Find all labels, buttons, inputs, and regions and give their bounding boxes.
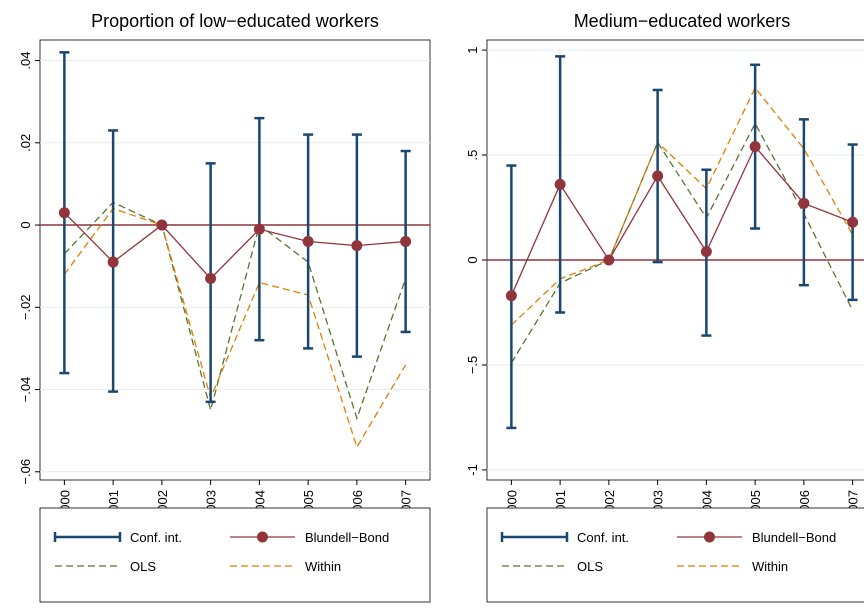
y-tick-label: 0 (465, 256, 480, 263)
chart-title: Medium−educated workers (574, 11, 791, 31)
y-tick-label: −.5 (465, 356, 480, 374)
plot-area (39, 39, 431, 481)
legend-box (486, 507, 864, 603)
series-line (510, 122, 854, 364)
chart-title: Proportion of low−educated workers (91, 11, 379, 31)
data-point (847, 216, 859, 228)
data-point (505, 290, 517, 302)
legend-label: Within (752, 559, 788, 574)
data-point (58, 207, 70, 219)
legend-key (704, 531, 715, 543)
legend-box (39, 507, 431, 603)
y-tick-label: .02 (18, 134, 33, 152)
data-point (253, 223, 265, 235)
data-point (351, 240, 363, 252)
data-point (156, 219, 168, 231)
data-point (302, 235, 314, 247)
series-line (63, 201, 407, 421)
legend-label: Within (305, 559, 341, 574)
data-point (700, 246, 712, 258)
data-point (652, 170, 664, 182)
data-point (205, 273, 217, 285)
data-point (749, 141, 761, 153)
series-line (510, 86, 854, 326)
data-point (554, 178, 566, 190)
y-tick-label: −.02 (18, 294, 33, 320)
y-tick-label: 0 (18, 221, 33, 228)
legend-label: Blundell−Bond (752, 530, 836, 545)
y-tick-label: .5 (465, 150, 480, 161)
data-point (107, 256, 119, 268)
y-tick-label: −.04 (18, 377, 33, 403)
legend-label: Conf. int. (577, 530, 629, 545)
legend-key (257, 531, 268, 543)
data-point (400, 235, 412, 247)
series-line (63, 207, 407, 449)
data-point (603, 254, 615, 266)
y-tick-label: -1 (465, 464, 480, 476)
y-tick-label: 1 (465, 46, 480, 53)
legend-label: OLS (577, 559, 603, 574)
legend-label: OLS (130, 559, 156, 574)
legend-label: Blundell−Bond (305, 530, 389, 545)
legend-label: Conf. int. (130, 530, 182, 545)
series-line (63, 212, 406, 280)
series-line (510, 145, 853, 296)
y-tick-label: −.06 (18, 459, 33, 485)
data-point (798, 197, 810, 209)
y-tick-label: .04 (18, 52, 33, 70)
